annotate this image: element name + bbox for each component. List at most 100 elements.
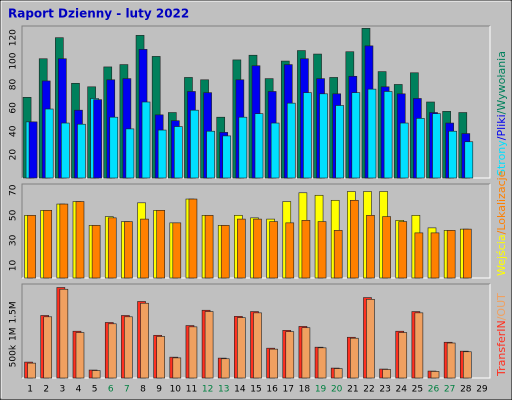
x-tick-label: 16 bbox=[266, 385, 278, 395]
bar bbox=[188, 198, 198, 279]
bar bbox=[303, 92, 312, 179]
bar bbox=[366, 299, 375, 379]
y-tick-label: 80 bbox=[9, 78, 19, 90]
bar bbox=[91, 370, 101, 379]
legend-separator: / bbox=[495, 230, 508, 234]
legend-entry: IN bbox=[495, 320, 508, 331]
bar bbox=[140, 302, 149, 379]
bar bbox=[28, 121, 38, 179]
bar bbox=[172, 222, 182, 279]
bar bbox=[27, 362, 36, 379]
y-tick-label: 70 bbox=[9, 184, 19, 196]
bar bbox=[156, 336, 165, 379]
y-tick-label: 60 bbox=[9, 102, 19, 114]
bar bbox=[351, 92, 361, 179]
bar bbox=[285, 331, 295, 379]
x-tick-label: 4 bbox=[76, 385, 82, 395]
y-tick-label: 500k bbox=[9, 344, 19, 367]
bar bbox=[43, 210, 53, 279]
legend-separator: / bbox=[495, 136, 508, 140]
bar bbox=[432, 113, 441, 179]
bar bbox=[269, 348, 278, 379]
x-tick-label: 24 bbox=[396, 385, 408, 395]
x-tick-label: 7 bbox=[124, 385, 130, 395]
bar bbox=[366, 215, 375, 279]
bar bbox=[141, 101, 151, 179]
y-tick-label: 50 bbox=[9, 209, 19, 221]
bar bbox=[285, 222, 295, 279]
legend-entry: OUT bbox=[495, 293, 508, 317]
x-tick-label: 13 bbox=[218, 385, 229, 395]
x-tick-label: 21 bbox=[347, 385, 358, 395]
bar bbox=[75, 332, 85, 379]
x-tick-label: 28 bbox=[460, 385, 472, 395]
legend-separator: / bbox=[495, 316, 508, 320]
x-tick-label: 5 bbox=[92, 385, 98, 395]
legend-entry: Lokalizacje bbox=[495, 170, 508, 230]
x-tick-label: 18 bbox=[299, 385, 311, 395]
y-tick-label: 1M bbox=[9, 328, 19, 342]
y-tick-label: 40 bbox=[9, 125, 19, 137]
bar bbox=[253, 312, 262, 379]
legend-entry: Wywołania bbox=[495, 51, 508, 111]
bar bbox=[333, 230, 343, 279]
bar bbox=[430, 371, 440, 379]
bar bbox=[317, 221, 327, 279]
bar bbox=[44, 108, 54, 179]
bar bbox=[75, 201, 85, 279]
x-tick-label: 2 bbox=[43, 385, 49, 395]
bar bbox=[414, 312, 424, 379]
bevel bbox=[21, 25, 490, 178]
x-tick-label: 20 bbox=[331, 385, 343, 395]
bar bbox=[270, 122, 280, 179]
bar bbox=[317, 347, 327, 379]
bar bbox=[333, 368, 343, 379]
bar bbox=[125, 128, 135, 179]
bar bbox=[43, 316, 53, 379]
bar bbox=[398, 221, 408, 279]
bar bbox=[335, 105, 344, 179]
bar bbox=[448, 130, 457, 179]
chart-title: Raport Dzienny - luty 2022 bbox=[8, 7, 189, 21]
bar bbox=[77, 123, 86, 179]
bar bbox=[59, 203, 69, 279]
bar bbox=[220, 358, 230, 379]
x-tick-label: 25 bbox=[412, 385, 423, 395]
x-tick-label: 1 bbox=[27, 385, 33, 395]
bar bbox=[174, 126, 183, 179]
x-tick-label: 10 bbox=[170, 385, 182, 395]
bar bbox=[462, 228, 472, 279]
bar bbox=[93, 99, 102, 179]
bar bbox=[61, 122, 70, 179]
bar bbox=[254, 113, 264, 179]
y-tick-label: 1.5M bbox=[9, 301, 19, 323]
bar bbox=[446, 342, 456, 379]
bar bbox=[190, 109, 199, 179]
y-tick-label: 120 bbox=[9, 29, 19, 46]
bar bbox=[206, 130, 215, 179]
x-tick-label: 29 bbox=[476, 385, 488, 395]
x-tick-label: 8 bbox=[140, 385, 146, 395]
x-tick-label: 12 bbox=[202, 385, 213, 395]
bar bbox=[319, 93, 328, 179]
legend: Strony/Pliki/Wywołania bbox=[495, 51, 508, 176]
x-tick-label: 23 bbox=[379, 385, 390, 395]
bar bbox=[350, 337, 359, 379]
bar bbox=[59, 288, 69, 379]
x-tick-label: 15 bbox=[250, 385, 261, 395]
bar bbox=[204, 311, 214, 379]
bar bbox=[107, 217, 117, 279]
bar bbox=[286, 102, 296, 179]
bar bbox=[367, 88, 377, 179]
bar bbox=[91, 225, 101, 279]
bar bbox=[301, 327, 311, 379]
bar bbox=[140, 218, 149, 279]
bar bbox=[27, 215, 36, 279]
y-tick-label: 30 bbox=[9, 234, 19, 246]
x-tick-label: 26 bbox=[428, 385, 440, 395]
bar bbox=[382, 369, 391, 379]
x-tick-label: 27 bbox=[444, 385, 455, 395]
legend: TransferIN/OUT bbox=[495, 293, 508, 377]
x-tick-label: 9 bbox=[156, 385, 162, 395]
bar bbox=[109, 116, 119, 179]
